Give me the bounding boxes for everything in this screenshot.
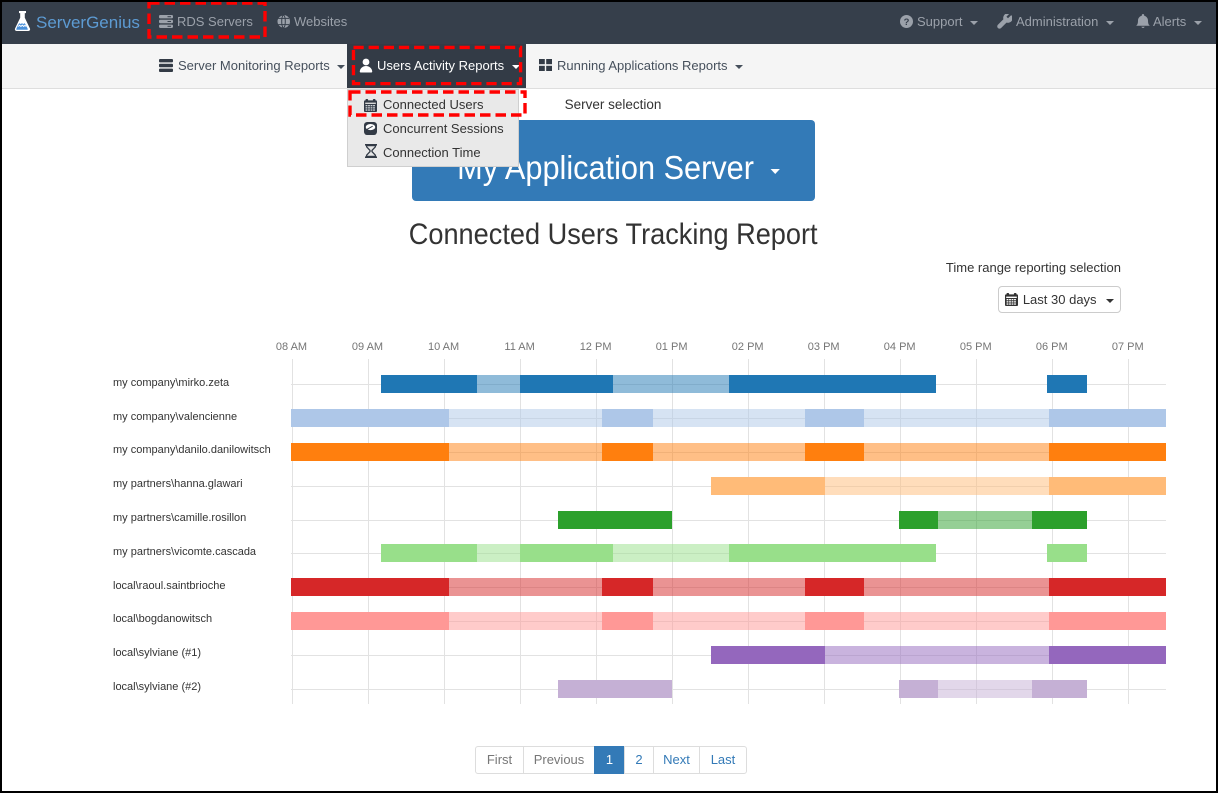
svg-text:?: ? [904, 17, 910, 28]
